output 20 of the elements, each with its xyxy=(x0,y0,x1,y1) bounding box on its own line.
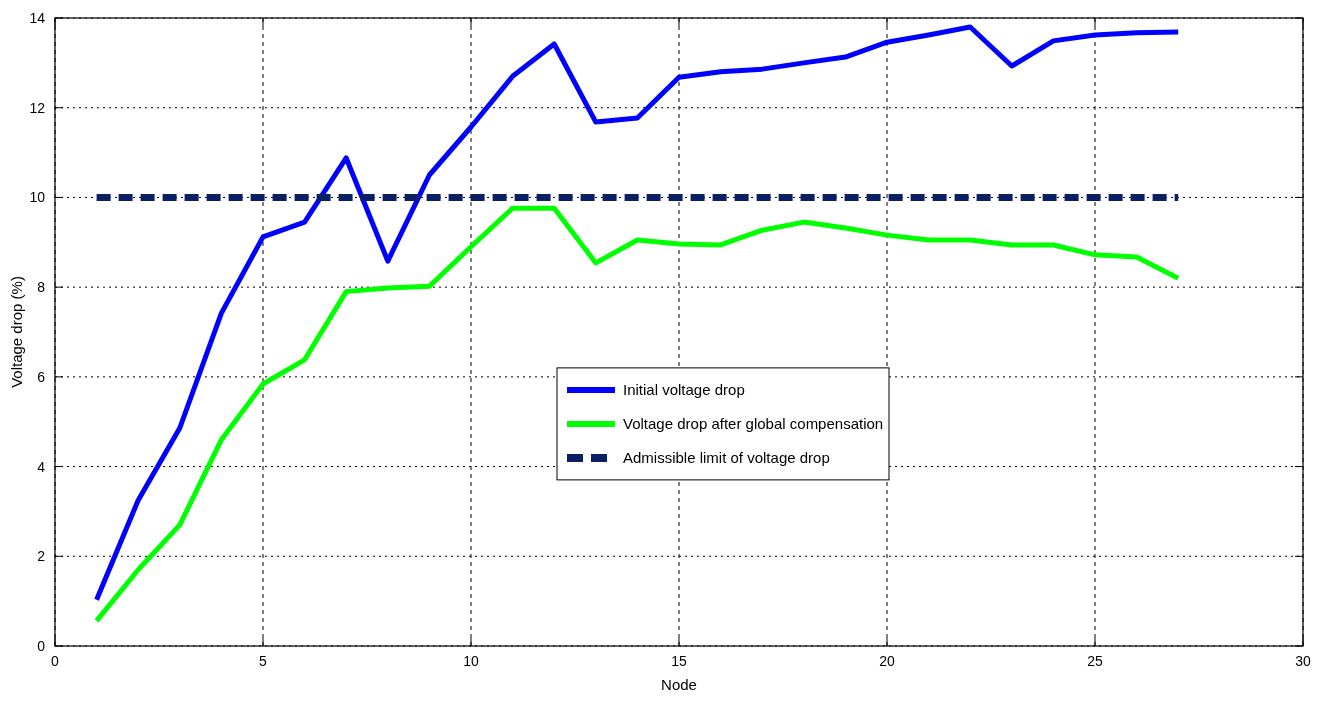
legend-label: Voltage drop after global compensation xyxy=(623,414,884,432)
y-tick-label: 12 xyxy=(29,99,46,116)
x-axis-title: Node xyxy=(661,676,697,693)
x-tick-label: 20 xyxy=(879,653,895,669)
x-tick-label: 25 xyxy=(1087,653,1103,669)
y-tick-label: 8 xyxy=(37,279,46,296)
x-tick-label: 5 xyxy=(259,653,268,669)
legend-label: Initial voltage drop xyxy=(623,380,745,398)
y-tick-label: 14 xyxy=(29,10,46,26)
x-tick-label: 0 xyxy=(51,653,60,669)
y-axis-title: Voltage drop (%) xyxy=(8,276,25,388)
y-tick-label: 4 xyxy=(37,458,46,475)
y-tick-label: 0 xyxy=(37,638,46,654)
y-tick-label: 6 xyxy=(37,368,46,385)
x-tick-label: 15 xyxy=(671,653,687,669)
x-tick-label: 10 xyxy=(463,653,479,669)
legend-label: Admissible limit of voltage drop xyxy=(623,448,830,466)
x-tick-label: 30 xyxy=(1295,653,1311,669)
y-tick-label: 2 xyxy=(37,548,46,565)
y-tick-label: 10 xyxy=(29,189,46,206)
